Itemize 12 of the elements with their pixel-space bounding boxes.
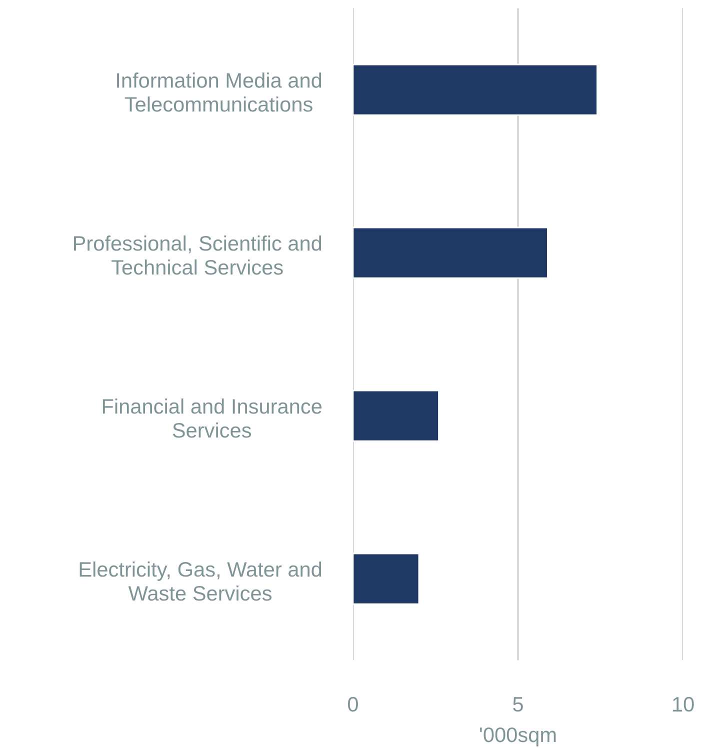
x-axis-title: '000sqm — [480, 727, 556, 746]
x-tick-label: 0 — [348, 696, 358, 712]
x-tick-label: 10 — [673, 696, 694, 712]
bar — [352, 64, 598, 116]
bar — [352, 226, 548, 279]
y-tick-label: Professional, Scientific and Technical Services — [74, 236, 322, 275]
y-tick-label: Financial and Insurance Services — [102, 398, 322, 438]
y-tick-label: Information Media and Telecommunications — [117, 72, 322, 112]
bar — [352, 390, 440, 442]
x-tick-label: 5 — [513, 697, 523, 712]
y-tick-label: Electricity, Gas, Water and Waste Services — [80, 562, 322, 601]
bar — [352, 552, 420, 605]
